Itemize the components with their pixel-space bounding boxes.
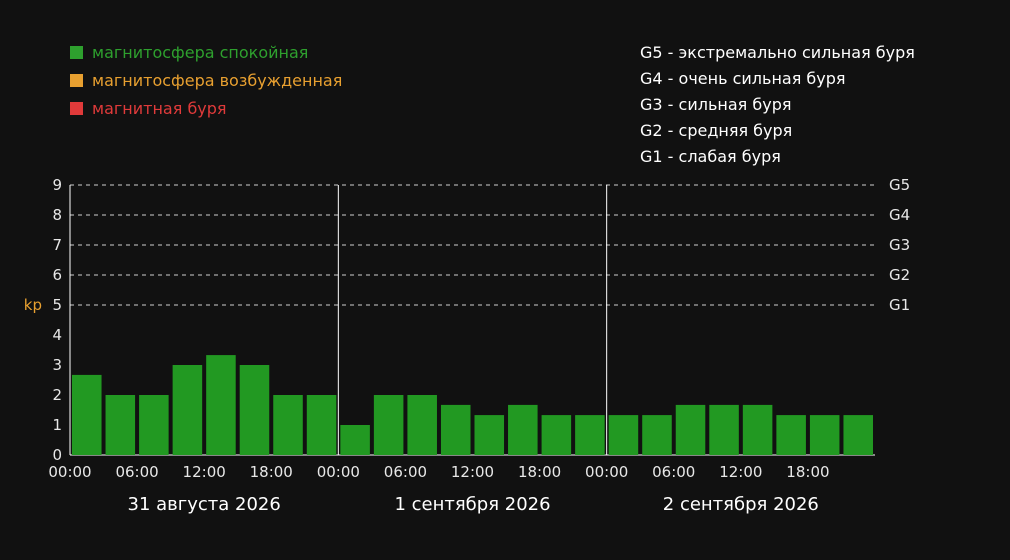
legend-label: магнитосфера спокойная bbox=[92, 43, 308, 62]
kp-bar bbox=[172, 365, 203, 455]
kp-bar bbox=[239, 365, 270, 455]
y-tick-label: 1 bbox=[52, 416, 62, 434]
right-label: G5 bbox=[889, 176, 910, 194]
y-tick-label: 2 bbox=[52, 386, 62, 404]
y-axis-label: kp bbox=[24, 296, 42, 314]
kp-bar bbox=[575, 415, 605, 455]
storm-scale-item: G5 - экстремально сильная буря bbox=[640, 43, 915, 62]
storm-scale-item: G4 - очень сильная буря bbox=[640, 69, 846, 88]
x-tick-label: 12:00 bbox=[183, 463, 226, 481]
x-tick-label: 18:00 bbox=[786, 463, 829, 481]
x-tick-label: 06:00 bbox=[115, 463, 158, 481]
y-tick-label: 6 bbox=[52, 266, 62, 284]
y-tick-label: 3 bbox=[52, 356, 62, 374]
legend-swatch bbox=[70, 74, 83, 87]
kp-bar bbox=[709, 404, 739, 455]
kp-bar bbox=[373, 395, 404, 455]
x-tick-label: 18:00 bbox=[250, 463, 293, 481]
x-tick-label: 06:00 bbox=[652, 463, 695, 481]
x-tick-label: 00:00 bbox=[585, 463, 628, 481]
kp-bar bbox=[306, 395, 337, 455]
day-label: 31 августа 2026 bbox=[128, 494, 281, 515]
legend-swatch bbox=[70, 46, 83, 59]
y-tick-label: 9 bbox=[52, 176, 62, 194]
x-tick-label: 00:00 bbox=[317, 463, 360, 481]
day-label: 1 сентября 2026 bbox=[394, 494, 550, 515]
storm-scale-item: G3 - сильная буря bbox=[640, 95, 791, 114]
kp-bar bbox=[608, 415, 639, 455]
kp-bar bbox=[776, 415, 806, 455]
kp-bar bbox=[273, 395, 303, 455]
kp-bar bbox=[675, 404, 706, 455]
kp-bar bbox=[139, 395, 169, 455]
y-tick-label: 0 bbox=[52, 446, 62, 464]
y-tick-label: 5 bbox=[52, 296, 62, 314]
right-label: G1 bbox=[889, 296, 910, 314]
legend-swatch bbox=[70, 102, 83, 115]
y-tick-label: 8 bbox=[52, 206, 62, 224]
kp-bar bbox=[206, 355, 236, 455]
kp-bar bbox=[474, 415, 505, 455]
kp-bar bbox=[407, 395, 437, 455]
x-tick-label: 06:00 bbox=[384, 463, 427, 481]
kp-bar bbox=[340, 425, 370, 455]
x-tick-label: 00:00 bbox=[48, 463, 91, 481]
right-label: G3 bbox=[889, 236, 910, 254]
day-label: 2 сентября 2026 bbox=[663, 494, 819, 515]
kp-bar bbox=[642, 415, 672, 455]
kp-bar bbox=[440, 404, 471, 455]
y-tick-label: 7 bbox=[52, 236, 62, 254]
storm-scale-item: G2 - средняя буря bbox=[640, 121, 792, 140]
legend-label: магнитосфера возбужденная bbox=[92, 71, 342, 90]
kp-bar bbox=[508, 404, 538, 455]
kp-bar bbox=[742, 404, 773, 455]
right-label: G4 bbox=[889, 206, 910, 224]
x-tick-label: 18:00 bbox=[518, 463, 561, 481]
kp-bar bbox=[72, 374, 102, 455]
kp-bar bbox=[541, 415, 572, 455]
kp-bar bbox=[809, 415, 840, 455]
x-tick-label: 12:00 bbox=[719, 463, 762, 481]
right-label: G2 bbox=[889, 266, 910, 284]
x-tick-label: 12:00 bbox=[451, 463, 494, 481]
legend-label: магнитная буря bbox=[92, 99, 227, 118]
kp-bar bbox=[843, 415, 873, 455]
kp-bar bbox=[105, 395, 136, 455]
y-tick-label: 4 bbox=[52, 326, 62, 344]
storm-scale-item: G1 - слабая буря bbox=[640, 147, 781, 166]
